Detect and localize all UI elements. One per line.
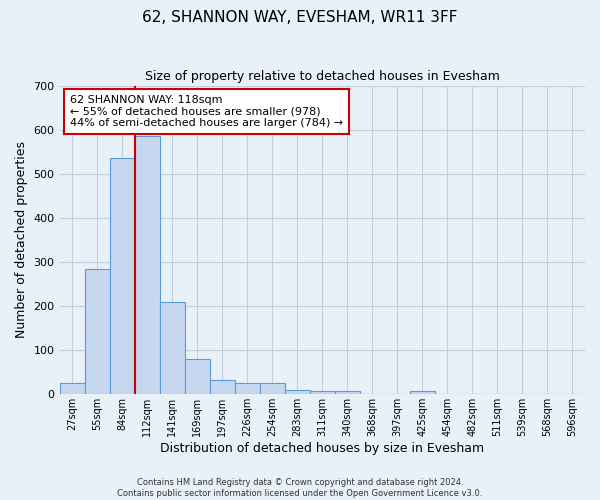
Text: 62 SHANNON WAY: 118sqm
← 55% of detached houses are smaller (978)
44% of semi-de: 62 SHANNON WAY: 118sqm ← 55% of detached… (70, 95, 343, 128)
Bar (185, 359, 209, 394)
Bar (110, 158, 134, 394)
Bar (85, 268, 110, 394)
Bar (209, 380, 235, 394)
Text: Contains HM Land Registry data © Crown copyright and database right 2024.
Contai: Contains HM Land Registry data © Crown c… (118, 478, 482, 498)
Bar (134, 136, 160, 394)
Bar (235, 384, 260, 394)
Text: 62, SHANNON WAY, EVESHAM, WR11 3FF: 62, SHANNON WAY, EVESHAM, WR11 3FF (142, 10, 458, 25)
Bar (335, 391, 360, 394)
Bar (260, 384, 285, 394)
Bar (310, 391, 335, 394)
Bar (285, 390, 310, 394)
Title: Size of property relative to detached houses in Evesham: Size of property relative to detached ho… (145, 70, 500, 83)
Bar (410, 391, 435, 394)
Y-axis label: Number of detached properties: Number of detached properties (15, 142, 28, 338)
Bar (59, 384, 85, 394)
Bar (160, 302, 185, 394)
X-axis label: Distribution of detached houses by size in Evesham: Distribution of detached houses by size … (160, 442, 484, 455)
